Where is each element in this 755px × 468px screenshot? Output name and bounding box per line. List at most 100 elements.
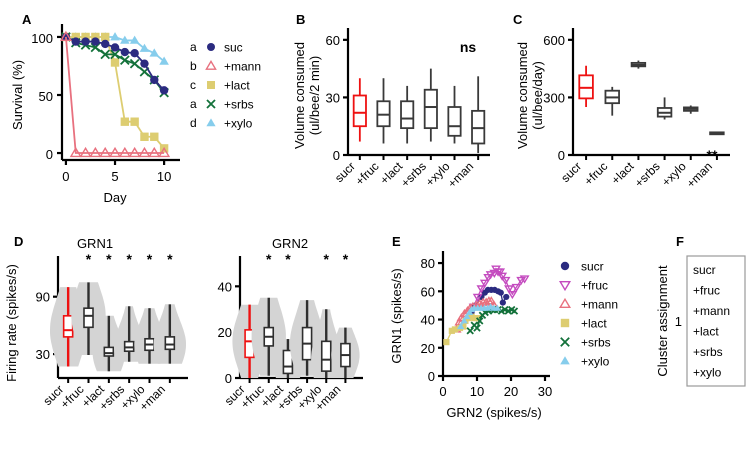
significance-star: * (126, 251, 132, 267)
y-tick-label: 0 (333, 148, 340, 163)
panel-e-axes: 0 20 40 60 80 0 10 20 30 GRN2 (spikes/s) GRN1 (spi… (389, 251, 552, 420)
x-tick-label: sucr (558, 159, 584, 185)
panel-c-plot: 0 300 600 sucr+fruc+lact+srbs+xylo+man Volum… (515, 28, 730, 191)
panel-f: sucr +fruc +mann +lact +srbs +xylo 1 Cluster as… (645, 228, 755, 468)
data-point (129, 35, 140, 44)
data-point (158, 146, 171, 158)
data-point (71, 32, 80, 42)
x-tick-label: +srbs (632, 159, 663, 190)
legend-label: +lact (581, 317, 607, 331)
x-tick-label: +xylo (659, 159, 689, 189)
subpanel-title: GRN2 (272, 236, 308, 251)
cluster-entry-plus-xylo: +xylo (693, 366, 722, 380)
x-tick-label: 30 (538, 384, 552, 399)
significance-star: * (343, 251, 349, 267)
y-tick-label: 60 (421, 284, 435, 299)
data-point (150, 132, 159, 141)
panel-a-legend: a suc b +mann c +lact a +srbs d +xylo (190, 40, 261, 131)
boxplot-plus-fruc (376, 78, 391, 144)
cluster-entry-plus-fruc: +fruc (693, 284, 720, 298)
y-tick-label: 300 (543, 90, 565, 105)
violin-plus-man (153, 304, 186, 364)
y-tick-label: 40 (421, 313, 435, 328)
data-point (101, 32, 110, 42)
legend-marker-plus-lact (207, 81, 215, 89)
legend-marker-plus-srbs (560, 337, 570, 347)
boxplot-sucr (352, 78, 367, 142)
legend-group-letter: a (190, 97, 197, 111)
data-point (471, 315, 478, 322)
data-point (510, 307, 519, 315)
data-point (101, 39, 110, 49)
data-point (110, 58, 120, 67)
data-point (110, 32, 120, 41)
panel-e: 0 20 40 60 80 0 10 20 30 GRN2 (spikes/s) GRN1 (spi… (385, 228, 645, 468)
y-tick-label: 600 (543, 33, 565, 48)
significance-star: * (285, 251, 291, 267)
legend-marker-plus-xylo (560, 356, 570, 365)
legend-label: +srbs (581, 336, 611, 350)
panel-b-plot: 03060sucr+fruc+lact+srbs+xylo+manVolume … (292, 28, 490, 191)
boxplot-plus-fruc (604, 86, 620, 116)
boxplot-sucr (578, 65, 594, 108)
boxplot-plus-man (471, 76, 486, 154)
panel-a-xlabel: Day (103, 190, 127, 205)
legend-label: sucr (581, 260, 604, 274)
panel-e-xlabel: GRN2 (spikes/s) (446, 405, 541, 420)
data-point (159, 56, 169, 65)
violin-plus-man (331, 327, 360, 378)
panel-label-f: F (676, 234, 684, 249)
significance-annotation: ns (460, 39, 477, 55)
boxplot-plus-man (709, 131, 725, 136)
y-tick-label: 0 (558, 148, 565, 163)
legend-marker-sucr (560, 261, 570, 271)
data-point (108, 146, 122, 158)
svgC-axes: 0 300 600 sucr+fruc+lact+srbs+xylo+man (543, 28, 730, 191)
x-tick-label: sucr (332, 159, 358, 185)
legend-group-letter: c (190, 78, 196, 92)
x-tick-label: 0 (62, 169, 69, 184)
x-tick-label: +man (445, 159, 476, 190)
x-tick-label: +fruc (353, 159, 382, 188)
cluster-entry-sucr: sucr (693, 263, 716, 277)
panel-ylabel-line1: Volume consumed (515, 42, 530, 149)
legend-marker-suc (207, 43, 215, 51)
panel-label-c: C (513, 12, 523, 27)
box (282, 349, 294, 375)
boxplot-plus-xylo (683, 105, 699, 114)
data-point (473, 324, 481, 332)
significance-annotation: ** (707, 147, 718, 163)
y-tick-label: 40 (218, 279, 232, 294)
legend-marker-plus-srbs (206, 99, 216, 109)
data-point (485, 271, 496, 280)
y-tick-label: 0 (46, 147, 53, 162)
y-tick-label: 0 (225, 371, 232, 386)
cluster-entry-plus-mann: +mann (693, 304, 730, 318)
legend-group-letter: d (190, 116, 197, 130)
data-point (443, 339, 450, 346)
panel-e-legend: sucr +fruc +mann +lact +srbs +xylo (558, 260, 618, 369)
legend-marker-plus-lact (560, 318, 570, 328)
data-point (128, 146, 141, 158)
significance-star: * (106, 251, 112, 267)
box (320, 340, 332, 372)
data-point (511, 283, 522, 293)
legend-label: +xylo (224, 117, 253, 131)
cluster-box (686, 255, 746, 387)
data-point (499, 299, 506, 306)
data-point (79, 146, 92, 158)
panel-e-ylabel: GRN1 (spikes/s) (389, 268, 404, 363)
data-point (100, 49, 111, 60)
panel-f-ylabel: Cluster assignment (655, 265, 670, 377)
legend-marker-plus-mann (558, 297, 572, 309)
box (400, 100, 415, 130)
x-tick-label: +srbs (398, 159, 429, 190)
data-point (479, 279, 490, 288)
data-point (120, 35, 130, 44)
x-tick-label: +man (684, 159, 715, 190)
data-point (120, 47, 130, 57)
data-point (110, 43, 120, 52)
data-point (476, 285, 487, 294)
data-point (456, 313, 467, 322)
series-suc (61, 32, 169, 95)
